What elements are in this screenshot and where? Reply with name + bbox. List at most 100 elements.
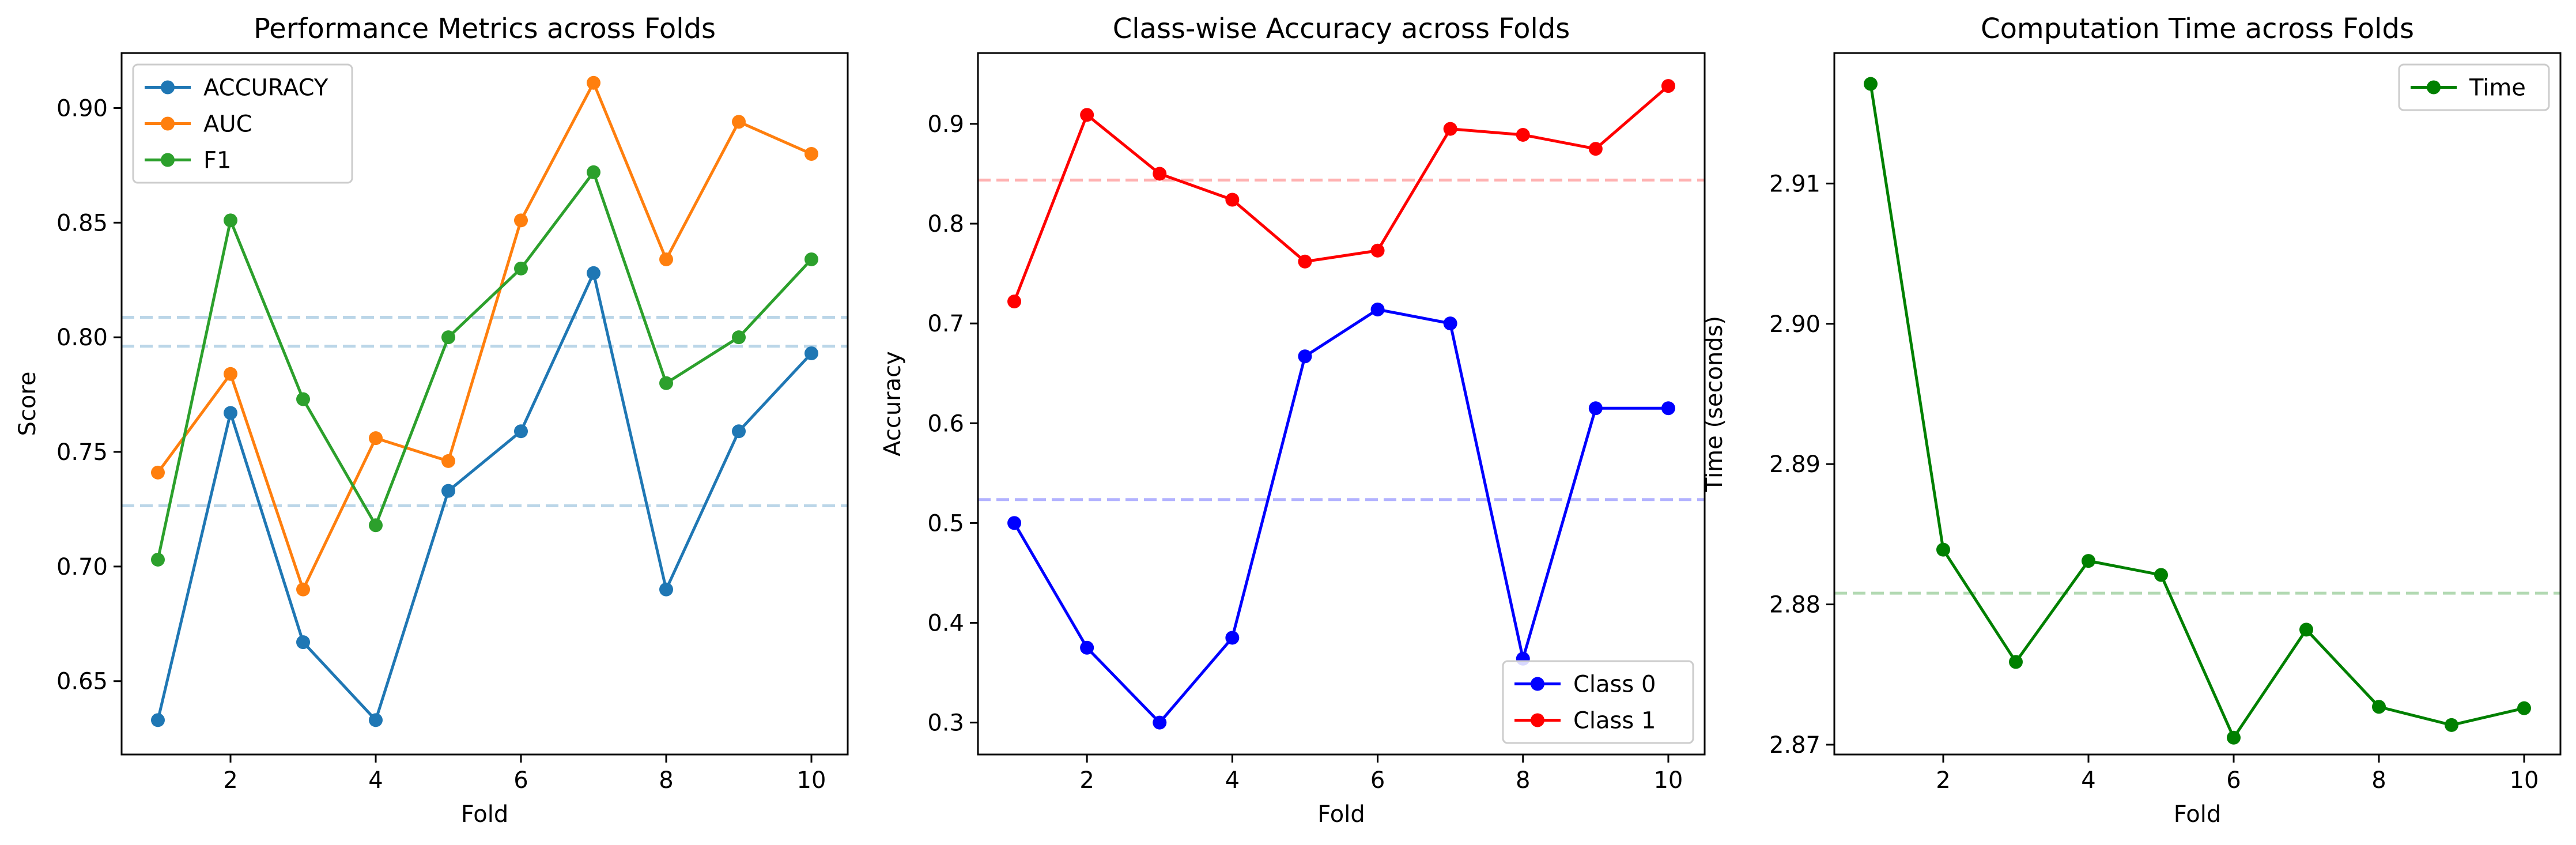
x-tick-label: 10: [2510, 767, 2539, 794]
x-tick-label: 8: [1516, 767, 1530, 794]
chart-performance-metrics: 2 4 6 8 10 0.65 0.70 0.75 0.80 0.85 0.90 Performanc…: [14, 13, 849, 828]
data-point-class-1: [1516, 127, 1530, 142]
x-tick-label: 10: [1653, 767, 1683, 794]
y-axis-label: Accuracy: [879, 351, 906, 457]
y-tick-label: 0.9: [927, 111, 964, 138]
data-point-class-1: [1153, 167, 1167, 181]
data-point-class-0: [1370, 302, 1385, 316]
data-point-class-1: [1443, 122, 1457, 136]
series-line-auc: [156, 81, 813, 591]
data-point-class-0: [1080, 640, 1094, 655]
y-tick-label: 0.7: [927, 311, 964, 337]
legend-label-class-0: Class 0: [1573, 672, 1656, 698]
y-tick-label: 2.88: [1769, 592, 1820, 618]
data-point-auc: [732, 115, 746, 129]
axes-frame: [1833, 52, 2562, 756]
data-point-f1: [659, 376, 673, 390]
data-point-accuracy: [369, 713, 383, 727]
legend-label-auc: AUC: [203, 111, 252, 138]
series-line-class-0: [1013, 308, 1668, 725]
x-tick-label: 10: [797, 767, 826, 794]
series-line-f1: [156, 171, 813, 560]
data-point-auc: [659, 252, 673, 266]
y-tick-label: 0.80: [56, 325, 108, 351]
data-point-class-1: [1080, 108, 1094, 122]
data-point-accuracy: [296, 635, 310, 650]
data-point-auc: [587, 76, 600, 90]
data-point-f1: [224, 213, 237, 228]
x-tick-label: 6: [513, 767, 528, 794]
legend-box: [1502, 660, 1694, 744]
legend-marker-auc: [161, 116, 175, 131]
y-tick-label: 0.90: [56, 95, 108, 122]
x-tick-label: 4: [368, 767, 383, 794]
x-tick-label: 4: [1225, 767, 1240, 794]
data-point-accuracy: [659, 582, 673, 597]
legend-label-class-1: Class 1: [1573, 708, 1656, 734]
data-point-time: [2445, 718, 2458, 732]
data-point-class-0: [1443, 316, 1457, 331]
data-point-class-1: [1588, 142, 1603, 156]
y-tick-label: 0.5: [927, 510, 964, 537]
y-tick-label: 2.90: [1769, 311, 1820, 338]
data-point-auc: [296, 582, 310, 597]
data-point-accuracy: [732, 424, 746, 439]
legend-marker-class-0: [1531, 677, 1544, 691]
data-point-class-1: [1370, 243, 1385, 258]
data-point-time: [2372, 700, 2386, 714]
y-tick-label: 0.70: [56, 554, 108, 580]
axes-frame: [120, 52, 849, 756]
data-point-class-1: [1007, 295, 1022, 309]
data-point-auc: [369, 431, 383, 446]
data-point-time: [1936, 542, 1950, 557]
legend-label-time: Time: [2469, 75, 2526, 101]
legend: Class 0 Class 1: [1502, 660, 1694, 744]
data-point-time: [2009, 655, 2023, 669]
x-axis-label: Fold: [1317, 801, 1365, 828]
data-point-f1: [804, 252, 818, 266]
y-axis-label: Time (seconds): [1701, 316, 1728, 492]
y-tick-label: 0.4: [927, 610, 964, 636]
data-point-class-0: [1588, 401, 1603, 416]
data-point-auc: [224, 367, 237, 381]
legend: Time: [2398, 63, 2550, 111]
data-point-f1: [587, 165, 600, 179]
axes-frame: [977, 52, 1706, 756]
data-point-time: [2517, 701, 2531, 715]
y-tick-label: 0.85: [56, 210, 108, 236]
y-tick-label: 2.91: [1769, 171, 1820, 197]
data-point-auc: [151, 465, 165, 480]
data-point-auc: [441, 454, 455, 468]
data-point-f1: [369, 518, 383, 533]
y-tick-label: 0.3: [927, 710, 964, 737]
legend-box: [132, 63, 353, 184]
x-axis-label: Fold: [461, 801, 509, 828]
data-point-class-0: [1298, 349, 1312, 364]
data-point-accuracy: [514, 424, 528, 439]
data-point-class-0: [1225, 631, 1240, 645]
data-point-auc: [804, 146, 818, 161]
data-point-f1: [151, 552, 165, 567]
data-point-f1: [441, 330, 455, 345]
x-tick-label: 2: [1936, 767, 1950, 794]
x-tick-label: 6: [2226, 767, 2241, 794]
legend-label-f1: F1: [203, 148, 231, 174]
x-axis-label: Fold: [2174, 801, 2222, 828]
legend-marker-f1: [161, 153, 175, 167]
data-point-time: [2299, 623, 2313, 637]
data-point-class-1: [1661, 79, 1675, 93]
data-point-class-0: [1007, 516, 1022, 530]
legend-label-accuracy: ACCURACY: [203, 75, 328, 101]
data-point-accuracy: [804, 346, 818, 361]
data-point-accuracy: [224, 406, 237, 420]
chart-title: Performance Metrics across Folds: [254, 13, 716, 45]
data-point-f1: [296, 392, 310, 406]
data-point-class-1: [1225, 193, 1240, 207]
data-point-accuracy: [587, 266, 600, 280]
data-point-time: [2227, 730, 2241, 745]
legend-marker-accuracy: [161, 80, 175, 95]
y-tick-label: 0.8: [927, 211, 964, 237]
y-tick-label: 2.87: [1769, 732, 1820, 759]
y-tick-label: 0.6: [927, 410, 964, 437]
series-line-time: [1869, 84, 2525, 740]
